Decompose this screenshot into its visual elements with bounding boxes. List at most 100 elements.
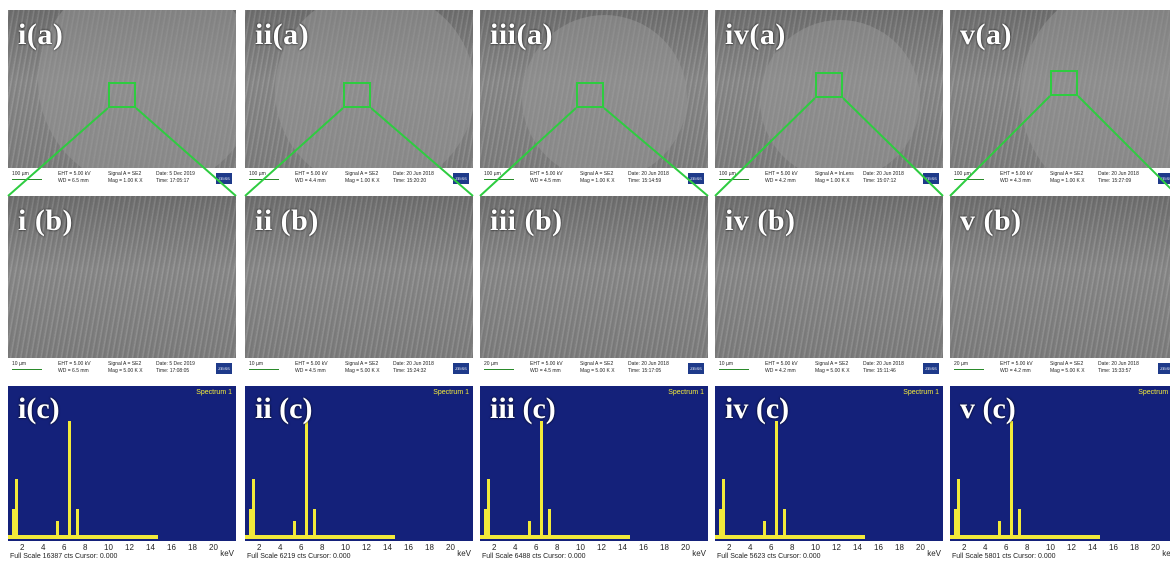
axis-tick-label: 4 (41, 543, 46, 552)
zeiss-logo: ZEISS (688, 173, 704, 184)
spectrum-title: Spectrum 1 (1138, 389, 1170, 396)
zoom-box (815, 72, 843, 98)
panel-column: iv(a) 100 µm EHT = 5.00 kV WD = 4.2 mm Signa… (715, 0, 943, 565)
mag-value: Mag = 1.00 K X (108, 178, 143, 184)
axis-tick-label: 4 (513, 543, 518, 552)
wd-value: WD = 4.4 mm (295, 178, 326, 184)
spectrum-peak (783, 509, 786, 539)
axis-tick-label: 20 (446, 543, 455, 552)
axis-tick-label: 20 (209, 543, 218, 552)
mag-value: Mag = 1.00 K X (815, 178, 850, 184)
axis-tick-label: 8 (1025, 543, 1030, 552)
spectrum-peak (957, 479, 960, 539)
eht-value: EHT = 5.00 kV (58, 171, 91, 177)
axis-tick-label: 8 (790, 543, 795, 552)
scale-bar-label: 100 µm (12, 171, 29, 177)
axis-tick-label: 16 (639, 543, 648, 552)
sem-image-high-mag: iv (b) 10 µm EHT = 5.00 kV WD = 4.2 mm Signa… (715, 196, 943, 380)
sem-data-bar: 20 µm EHT = 5.00 kV WD = 4.5 mm Signal A = … (480, 358, 708, 380)
axis-tick-label: 14 (618, 543, 627, 552)
axis-tick-label: 14 (1088, 543, 1097, 552)
spectrum-peak (252, 479, 255, 539)
mag-value: Mag = 1.00 K X (1050, 178, 1085, 184)
mag-value: Mag = 1.00 K X (345, 178, 380, 184)
spectrum-peak (719, 509, 722, 539)
axis-tick-label: 2 (492, 543, 497, 552)
scale-bar (719, 179, 749, 180)
panel-label: iii (c) (490, 392, 556, 425)
wd-value: WD = 4.2 mm (765, 368, 796, 374)
zeiss-logo: ZEISS (923, 363, 939, 374)
signal-mag-info: Signal A = SE2 Mag = 1.00 K X (1050, 171, 1085, 185)
axis-tick-label: 14 (383, 543, 392, 552)
spectrum-peak (763, 521, 766, 539)
eds-spectrum: v (c) Spectrum 1 (950, 386, 1170, 541)
eds-spectrum: ii (c) Spectrum 1 (245, 386, 473, 541)
sem-image-high-mag: ii (b) 10 µm EHT = 5.00 kV WD = 4.5 mm Signa… (245, 196, 473, 380)
eht-wd-info: EHT = 5.00 kV WD = 4.5 mm (530, 171, 563, 185)
sem-data-bar: 10 µm EHT = 5.00 kV WD = 4.2 mm Signal A = … (715, 358, 943, 380)
mag-value: Mag = 1.00 K X (580, 178, 615, 184)
time-value: Time: 17:05:17 (156, 178, 190, 184)
wd-value: WD = 4.2 mm (765, 178, 796, 184)
wd-value: WD = 4.5 mm (295, 368, 326, 374)
axis-tick-label: 20 (681, 543, 690, 552)
axis-tick-label: 8 (320, 543, 325, 552)
eht-wd-info: EHT = 5.00 kV WD = 6.5 mm (58, 361, 91, 375)
axis-tick-label: 2 (20, 543, 25, 552)
zeiss-logo: ZEISS (1158, 363, 1170, 374)
zeiss-logo: ZEISS (923, 173, 939, 184)
spectrum-title: Spectrum 1 (668, 389, 704, 396)
signal-mag-info: Signal A = SE2 Mag = 5.00 K X (815, 361, 850, 375)
axis-tick-label: 16 (404, 543, 413, 552)
axis-tick-label: 12 (125, 543, 134, 552)
zeiss-logo: ZEISS (453, 173, 469, 184)
signal-mag-info: Signal A = SE2 Mag = 1.00 K X (108, 171, 143, 185)
date-value: Date: 5 Dec 2019 (156, 171, 195, 177)
spectrum-plot (715, 421, 865, 539)
mag-value: Mag = 5.00 K X (345, 368, 380, 374)
wear-scar (1020, 10, 1170, 190)
panel-column: v(a) 100 µm EHT = 5.00 kV WD = 4.3 mm Signal… (950, 0, 1170, 565)
date-time-info: Date: 20 Jun 2018 Time: 15:07:12 (863, 171, 904, 185)
signal-value: Signal A = SE2 (1050, 171, 1084, 177)
time-value: Time: 15:07:12 (863, 178, 897, 184)
axis-tick-label: 2 (257, 543, 262, 552)
axis-tick-label: 6 (299, 543, 304, 552)
scale-bar (484, 179, 514, 180)
axis-tick-label: 12 (362, 543, 371, 552)
axis-tick-label: 4 (278, 543, 283, 552)
surface-texture (950, 196, 1170, 358)
zoom-box (1050, 70, 1078, 96)
full-scale-readout: Full Scale 6488 cts Cursor: 0.000 (482, 553, 586, 560)
eht-wd-info: EHT = 5.00 kV WD = 4.3 mm (1000, 171, 1033, 185)
spectrum-peak (722, 479, 725, 539)
scale-bar (249, 369, 279, 370)
eds-spectrum: iv (c) Spectrum 1 (715, 386, 943, 541)
axis-tick-label: 6 (534, 543, 539, 552)
date-value: Date: 20 Jun 2018 (628, 361, 669, 367)
energy-axis: 2 4 6 8 10 12 14 16 18 20 keV Full Scale 5623 cts C… (715, 541, 943, 565)
axis-tick-label: 4 (983, 543, 988, 552)
spectrum-title: Spectrum 1 (433, 389, 469, 396)
panel-label: i(c) (18, 392, 60, 425)
axis-tick-label: 16 (167, 543, 176, 552)
mag-value: Mag = 5.00 K X (815, 368, 850, 374)
full-scale-readout: Full Scale 5623 cts Cursor: 0.000 (717, 553, 821, 560)
panel-column: ii(a) 100 µm EHT = 5.00 kV WD = 4.4 mm Signa… (245, 0, 473, 565)
spectrum-peak (293, 521, 296, 539)
eht-value: EHT = 5.00 kV (765, 171, 798, 177)
date-value: Date: 20 Jun 2018 (863, 361, 904, 367)
panel-column: i(a) 100 µm EHT = 5.00 kV WD = 6.5 mm Signal… (8, 0, 236, 565)
panel-label: ii (b) (255, 204, 319, 237)
scale-bar (12, 369, 42, 370)
spectrum-peak (313, 509, 316, 539)
signal-value: Signal A = SE2 (345, 171, 379, 177)
scale-bar (954, 369, 984, 370)
signal-mag-info: Signal A = SE2 Mag = 5.00 K X (580, 361, 615, 375)
zoom-box (343, 82, 371, 108)
wd-value: WD = 6.5 mm (58, 178, 89, 184)
scale-bar-label: 100 µm (484, 171, 501, 177)
